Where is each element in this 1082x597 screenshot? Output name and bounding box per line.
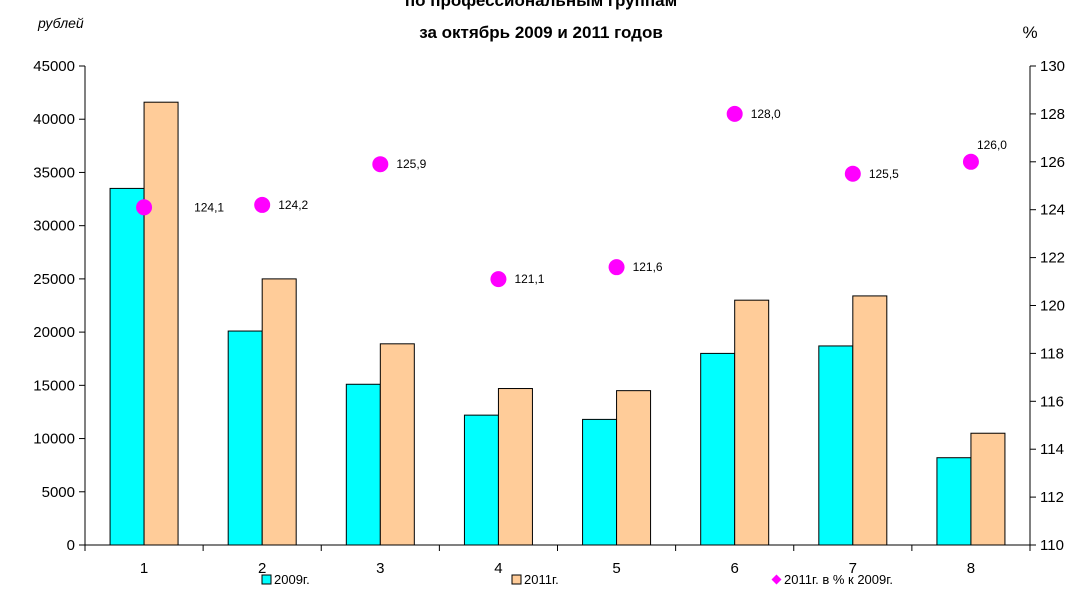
percent-marker-7 <box>844 165 861 182</box>
bar-2009-1 <box>109 187 145 546</box>
bar-2011-6 <box>734 299 770 546</box>
right-tick-label: 126 <box>1040 154 1065 171</box>
percent-data-label: 121,6 <box>633 260 663 274</box>
percent-marker-5 <box>608 259 625 276</box>
bar-2009-6 <box>700 352 736 546</box>
legend-2011-label: 2011г. <box>524 572 559 587</box>
bar-2009-8 <box>936 457 972 546</box>
right-tick-label: 130 <box>1040 58 1065 75</box>
left-tick-label: 20000 <box>33 324 75 341</box>
bar-2009-3 <box>345 383 381 546</box>
chart-title-line2: за октябрь 2009 и 2011 годов <box>419 23 663 42</box>
percent-data-label: 124,2 <box>278 198 308 212</box>
percent-marker-1 <box>136 199 153 216</box>
left-tick-label: 45000 <box>33 58 75 75</box>
percent-data-label: 124,1 <box>194 200 224 214</box>
bar-2011-5 <box>616 390 652 546</box>
left-axis-unit: рублей <box>37 15 84 31</box>
bar-2011-2 <box>261 278 297 546</box>
percent-data-label: 126,0 <box>977 138 1007 152</box>
right-axis-unit: % <box>1022 23 1037 42</box>
legend: 2009г. 2011г. 2011г. в % к 2009г. <box>261 572 893 587</box>
percent-marker-6 <box>726 105 743 122</box>
legend-2011-swatch <box>511 574 522 585</box>
x-tick-label: 1 <box>140 560 148 577</box>
legend-2009-swatch <box>261 574 272 585</box>
right-tick-label: 124 <box>1040 202 1065 219</box>
percent-data-label: 125,5 <box>869 167 899 181</box>
right-tick-label: 120 <box>1040 298 1065 315</box>
bar-2009-5 <box>582 418 618 546</box>
right-tick-label: 118 <box>1040 345 1064 362</box>
bar-2011-8 <box>970 432 1006 546</box>
left-tick-label: 0 <box>67 537 75 554</box>
percent-data-label: 125,9 <box>396 157 426 171</box>
right-tick-label: 112 <box>1040 489 1064 506</box>
bar-2011-7 <box>852 295 888 546</box>
x-tick-label: 6 <box>731 560 739 577</box>
bar-2009-2 <box>227 330 263 546</box>
percent-data-label: 121,1 <box>514 272 544 286</box>
plot-area: 0 5000 10000 15000 20000 25000 30000 35000 40000… <box>33 58 1065 577</box>
x-tick-label: 3 <box>376 560 384 577</box>
x-tick-label: 4 <box>494 560 502 577</box>
percent-data-label: 128,0 <box>751 107 781 121</box>
right-tick-label: 128 <box>1040 106 1065 123</box>
x-tick-label: 7 <box>849 560 857 577</box>
right-tick-label: 122 <box>1040 250 1065 267</box>
right-tick-label: 110 <box>1040 537 1064 554</box>
chart-title-line1: по профессиональным группам <box>405 0 677 10</box>
left-tick-label: 35000 <box>33 164 75 181</box>
bar-2009-4 <box>463 414 499 546</box>
bar-2011-4 <box>497 388 533 546</box>
left-tick-label: 5000 <box>42 484 75 501</box>
percent-marker-4 <box>490 271 507 288</box>
x-tick-label: 2 <box>258 560 266 577</box>
x-tick-label: 8 <box>967 560 975 577</box>
legend-percent-label: 2011г. в % к 2009г. <box>784 572 893 587</box>
percent-marker-8 <box>962 153 979 170</box>
legend-2009-label: 2009г. <box>274 572 310 587</box>
right-tick-label: 116 <box>1040 393 1064 410</box>
bar-2009-7 <box>818 345 854 546</box>
bar-2011-3 <box>379 343 415 546</box>
bar-2011-1 <box>143 101 179 546</box>
left-tick-label: 25000 <box>33 271 75 288</box>
percent-marker-3 <box>372 156 389 173</box>
left-tick-label: 40000 <box>33 111 75 128</box>
left-tick-label: 10000 <box>33 431 75 448</box>
x-tick-label: 5 <box>612 560 620 577</box>
left-tick-label: 30000 <box>33 218 75 235</box>
right-tick-label: 114 <box>1040 441 1064 458</box>
percent-marker-2 <box>254 196 271 213</box>
left-tick-label: 15000 <box>33 377 75 394</box>
legend-percent-swatch <box>771 574 782 585</box>
